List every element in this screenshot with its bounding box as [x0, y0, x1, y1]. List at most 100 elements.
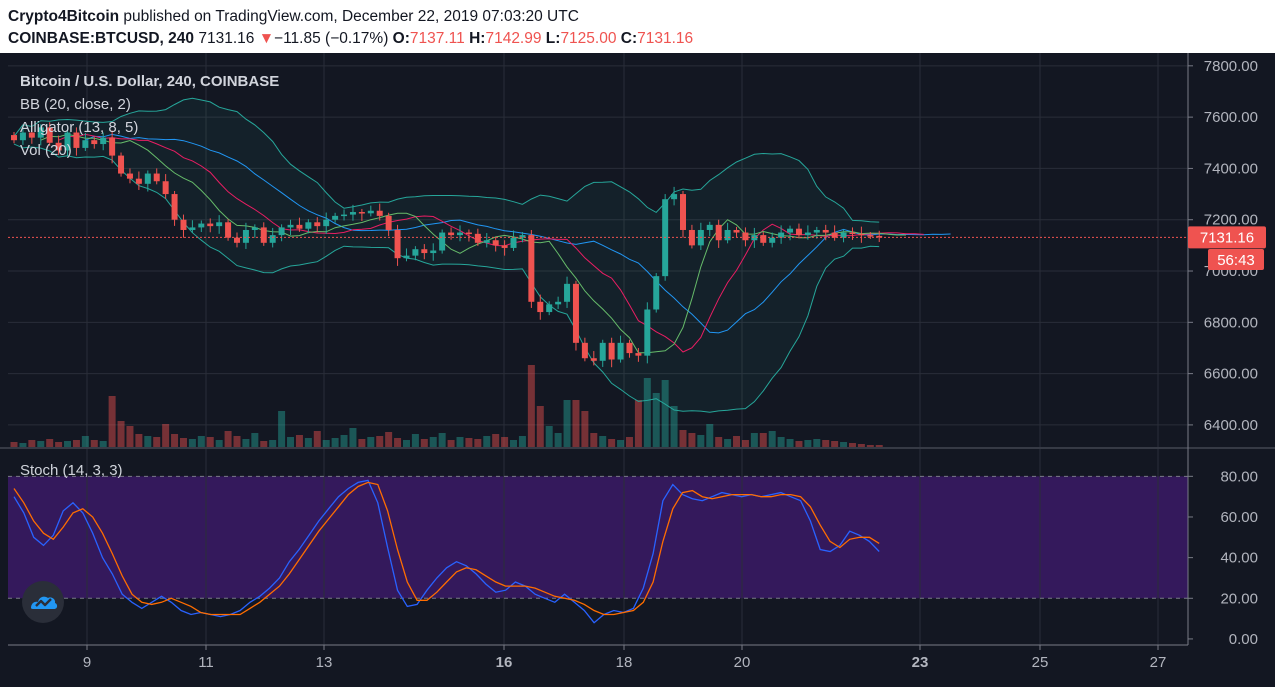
- candle-body[interactable]: [278, 227, 285, 236]
- candle-body[interactable]: [100, 137, 107, 145]
- candle-body[interactable]: [706, 224, 713, 230]
- candle-body[interactable]: [849, 232, 856, 235]
- candle-body[interactable]: [82, 140, 89, 148]
- candle-body[interactable]: [314, 222, 321, 227]
- candle-body[interactable]: [296, 224, 303, 229]
- candle-body[interactable]: [635, 353, 642, 356]
- candle-body[interactable]: [234, 237, 240, 243]
- candle-body[interactable]: [715, 224, 722, 241]
- candle-body[interactable]: [126, 173, 133, 179]
- tradingview-logo[interactable]: [22, 581, 64, 623]
- candle-body[interactable]: [269, 235, 276, 243]
- candle-body[interactable]: [528, 235, 535, 302]
- candle-body[interactable]: [555, 301, 562, 305]
- candle-body[interactable]: [73, 132, 80, 148]
- candle-body[interactable]: [680, 194, 686, 230]
- candle-body[interactable]: [831, 232, 838, 238]
- candle-body[interactable]: [287, 224, 294, 228]
- candle-body[interactable]: [251, 227, 258, 230]
- candle-body[interactable]: [171, 194, 178, 220]
- legend-stoch[interactable]: Stoch (14, 3, 3): [20, 462, 123, 479]
- candle-body[interactable]: [510, 237, 517, 248]
- candle-body[interactable]: [180, 219, 187, 230]
- candle-body[interactable]: [225, 222, 232, 238]
- candle-body[interactable]: [537, 301, 544, 313]
- candle-body[interactable]: [403, 255, 410, 259]
- candle-body[interactable]: [572, 283, 579, 343]
- candle-body[interactable]: [135, 178, 142, 184]
- candle-body[interactable]: [733, 229, 740, 233]
- candle-body[interactable]: [385, 215, 392, 230]
- candle-body[interactable]: [189, 227, 196, 230]
- legend-alligator[interactable]: Alligator (13, 8, 5): [20, 119, 139, 136]
- candle-body[interactable]: [840, 232, 847, 238]
- author-name[interactable]: Crypto4Bitcoin: [8, 8, 120, 25]
- candle-body[interactable]: [813, 229, 820, 233]
- candle-body[interactable]: [64, 132, 71, 151]
- candle-body[interactable]: [457, 232, 463, 236]
- candle-body[interactable]: [751, 235, 758, 241]
- candle-body[interactable]: [260, 227, 267, 243]
- candle-body[interactable]: [55, 142, 62, 151]
- candle-body[interactable]: [91, 140, 98, 145]
- candle-body[interactable]: [590, 358, 597, 361]
- candle-body[interactable]: [412, 249, 419, 256]
- candle-body[interactable]: [787, 228, 794, 233]
- candle-body[interactable]: [644, 309, 651, 356]
- candle-body[interactable]: [144, 173, 151, 184]
- candle-body[interactable]: [599, 342, 606, 361]
- candle-body[interactable]: [804, 232, 811, 236]
- candle-body[interactable]: [153, 173, 160, 182]
- candle-body[interactable]: [769, 237, 776, 243]
- candle-body[interactable]: [207, 223, 214, 227]
- candle-body[interactable]: [198, 223, 205, 228]
- candle-body[interactable]: [653, 276, 660, 310]
- candle-body[interactable]: [724, 229, 731, 241]
- candle-body[interactable]: [608, 342, 615, 360]
- legend-volume[interactable]: Vol (20): [20, 142, 72, 159]
- candle-body[interactable]: [394, 229, 401, 259]
- candle-body[interactable]: [581, 342, 588, 359]
- candle-body[interactable]: [760, 235, 767, 243]
- candle-body[interactable]: [688, 229, 695, 246]
- candle-body[interactable]: [358, 212, 365, 214]
- candle-body[interactable]: [109, 137, 116, 156]
- chart-area[interactable]: 7800.00 7600.00 7400.00 7200.00 7000.00 6800.…: [0, 53, 1275, 687]
- candle-body[interactable]: [421, 249, 428, 254]
- candle-body[interactable]: [867, 235, 874, 237]
- candle-body[interactable]: [376, 210, 383, 216]
- candle-body[interactable]: [11, 135, 17, 141]
- candle-body[interactable]: [876, 235, 883, 238]
- candle-body[interactable]: [305, 222, 312, 229]
- candle-body[interactable]: [626, 342, 633, 354]
- candle-body[interactable]: [28, 132, 35, 138]
- candle-body[interactable]: [742, 232, 749, 241]
- candle-body[interactable]: [216, 222, 223, 227]
- candle-body[interactable]: [564, 283, 571, 302]
- candle-body[interactable]: [349, 212, 356, 215]
- candle-body[interactable]: [795, 228, 802, 236]
- candle-body[interactable]: [671, 194, 678, 200]
- chart-canvas[interactable]: 7800.007600.007400.007200.007000.006800.…: [0, 53, 1275, 687]
- candle-body[interactable]: [483, 240, 490, 243]
- candle-body[interactable]: [501, 245, 508, 248]
- candle-body[interactable]: [448, 232, 455, 236]
- candle-body[interactable]: [822, 229, 829, 233]
- candle-body[interactable]: [323, 219, 330, 227]
- stoch-axis[interactable]: 80.00 60.00 40.00 20.00 0.00: [1188, 468, 1258, 648]
- candle-body[interactable]: [546, 304, 553, 313]
- candle-body[interactable]: [492, 240, 499, 246]
- candle-body[interactable]: [46, 127, 53, 143]
- candle-body[interactable]: [474, 233, 481, 243]
- time-axis[interactable]: 9 11 13 16 18 20 23 25 27: [83, 645, 1167, 671]
- candle-body[interactable]: [118, 155, 125, 174]
- candle-body[interactable]: [19, 132, 26, 141]
- candle-body[interactable]: [465, 232, 472, 235]
- candle-body[interactable]: [778, 232, 785, 238]
- candle-body[interactable]: [37, 127, 44, 138]
- candle-body[interactable]: [430, 250, 437, 254]
- candle-body[interactable]: [439, 232, 446, 251]
- candle-body[interactable]: [858, 233, 865, 236]
- candle-body[interactable]: [341, 214, 348, 217]
- candle-body[interactable]: [242, 229, 249, 243]
